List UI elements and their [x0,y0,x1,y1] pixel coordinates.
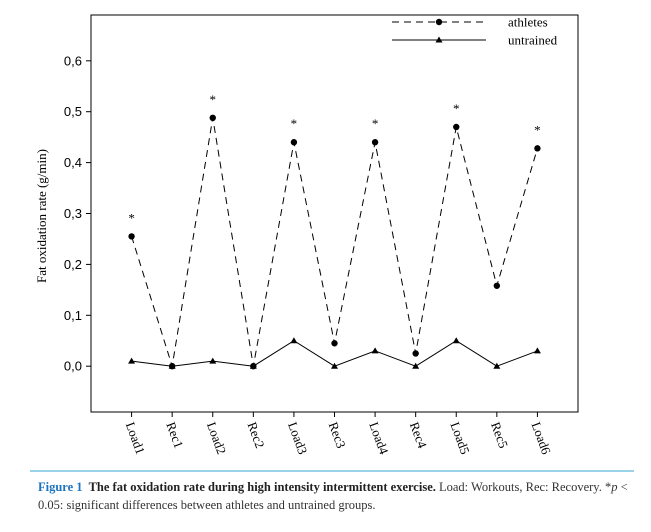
legend-label: athletes [508,15,548,30]
marker [493,362,501,369]
y-tick-label: 0,0 [64,359,82,374]
caption-label: Figure 1 [38,480,83,494]
x-tick-label: Rec3 [326,420,349,450]
y-tick-label: 0,2 [64,257,82,272]
y-tick-label: 0,3 [64,206,82,221]
x-tick-label: Load1 [123,420,148,456]
x-tick-label: Rec1 [163,420,186,450]
marker [331,362,338,369]
marker [249,362,257,369]
marker [533,347,541,354]
series-line [131,117,538,367]
x-tick-label: Rec5 [488,420,511,450]
marker [168,362,176,369]
significance-mark: * [128,210,135,225]
significance-mark: * [291,116,298,131]
marker [128,233,135,240]
significance-mark: * [453,101,460,116]
x-tick-label: Load3 [285,420,310,456]
y-tick-label: 0,1 [64,308,82,323]
significance-mark: * [534,122,541,137]
y-tick-label: 0,4 [64,155,82,170]
marker [534,145,541,152]
marker [412,350,419,357]
marker [371,139,379,146]
caption-text: < 0.05: significant differences between … [38,480,628,512]
y-axis-label: Fat oxidation rate (g/min) [34,149,49,283]
legend-marker [435,18,443,26]
marker [128,357,136,364]
y-tick-label: 0,5 [64,104,82,119]
marker [453,123,460,131]
x-tick-label: Load5 [447,420,472,456]
marker [412,362,420,369]
caption-text: Load: Workouts, Rec: Recovery. * [439,480,612,494]
x-tick-label: Load4 [366,420,392,457]
x-tick-label: Rec2 [245,420,268,450]
caption: Figure 1 The fat oxidation rate during hi… [30,470,634,524]
legend-label: untrained [508,33,558,48]
caption-title: The fat oxidation rate during high inten… [88,480,436,494]
marker [371,347,379,354]
x-tick-label: Load2 [204,420,229,456]
significance-mark: * [210,92,217,107]
x-tick-label: Rec4 [407,420,430,451]
marker [209,357,217,364]
x-tick-label: Load6 [529,420,555,457]
marker [290,337,298,344]
marker [209,114,216,122]
marker [493,282,501,289]
caption-italic: p [611,480,618,494]
plot-frame [90,14,579,413]
marker [290,139,298,146]
significance-mark: * [372,116,379,131]
chart: Fat oxidation rate (g/min) 0,0 0,1 0,2 0,3 0… [34,14,579,457]
marker [331,340,338,347]
y-tick-label: 0,6 [64,53,82,68]
legend-marker [435,36,443,43]
marker [452,337,460,344]
